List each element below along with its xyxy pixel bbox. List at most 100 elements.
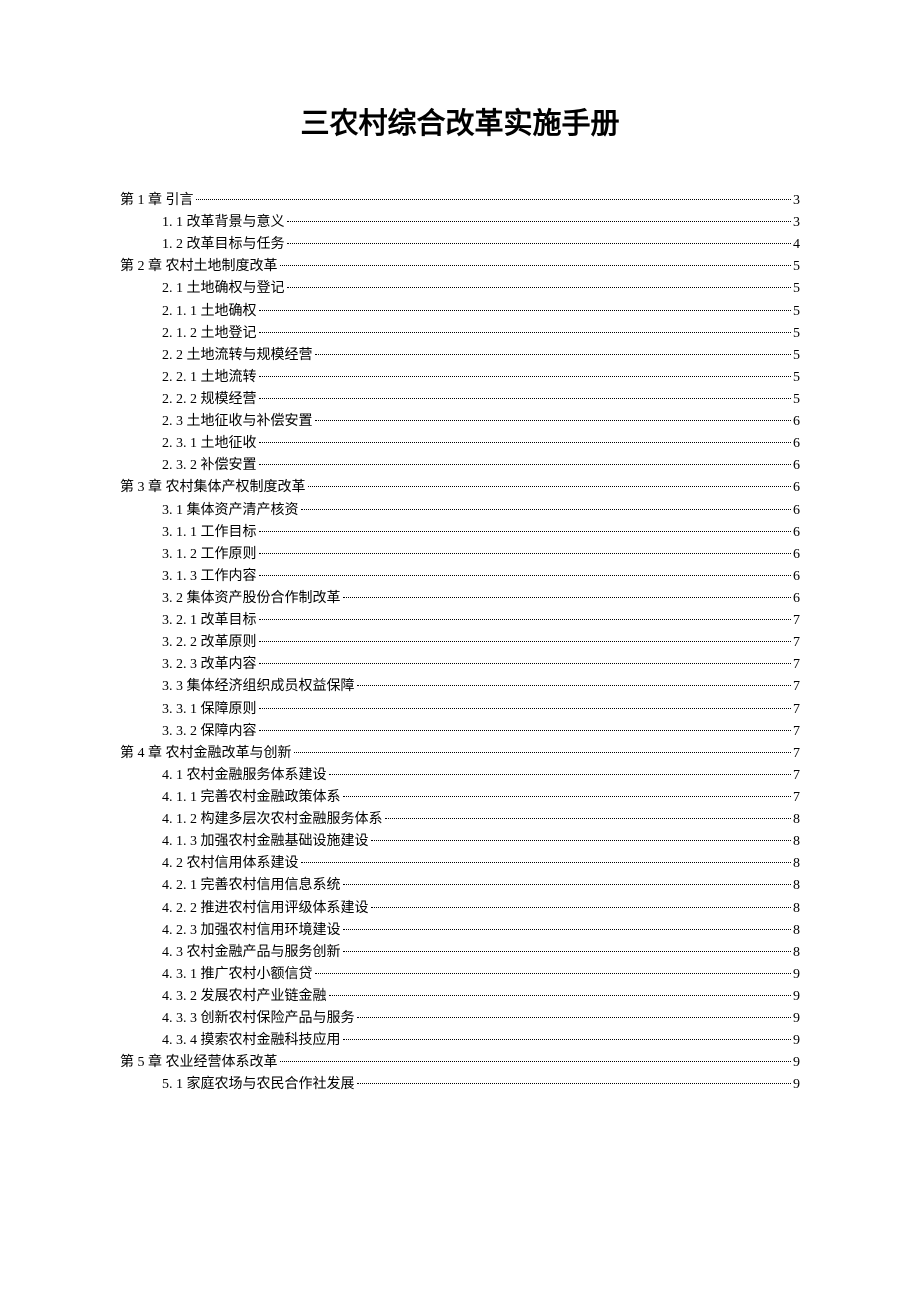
- toc-entry-page: 7: [793, 654, 800, 676]
- toc-entry-label: 3. 1 集体资产清产核资: [162, 500, 299, 522]
- toc-entry[interactable]: 2. 2. 2 规模经营5: [120, 389, 800, 411]
- toc-entry-page: 7: [793, 721, 800, 743]
- toc-entry[interactable]: 2. 2 土地流转与规模经营5: [120, 345, 800, 367]
- toc-entry[interactable]: 3. 1. 3 工作内容6: [120, 566, 800, 588]
- toc-leader: [329, 995, 792, 996]
- toc-leader: [308, 486, 792, 487]
- toc-entry-label: 3. 2 集体资产股份合作制改革: [162, 588, 341, 610]
- toc-entry-label: 4. 1. 2 构建多层次农村金融服务体系: [162, 809, 383, 831]
- toc-entry-label: 4. 3. 2 发展农村产业链金融: [162, 986, 327, 1008]
- toc-entry[interactable]: 4. 1. 2 构建多层次农村金融服务体系8: [120, 809, 800, 831]
- toc-entry[interactable]: 2. 3 土地征收与补偿安置6: [120, 411, 800, 433]
- toc-entry-label: 3. 1. 2 工作原则: [162, 544, 257, 566]
- toc-entry-page: 8: [793, 920, 800, 942]
- toc-entry[interactable]: 4. 1 农村金融服务体系建设7: [120, 765, 800, 787]
- toc-entry-page: 8: [793, 942, 800, 964]
- toc-leader: [259, 708, 792, 709]
- toc-entry[interactable]: 3. 1. 2 工作原则 6: [120, 544, 800, 566]
- toc-entry-page: 6: [793, 433, 800, 455]
- toc-entry-page: 6: [793, 455, 800, 477]
- toc-leader: [259, 531, 792, 532]
- toc-entry-label: 4. 2. 2 推进农村信用评级体系建设: [162, 898, 369, 920]
- toc-entry[interactable]: 第 5 章 农业经营体系改革9: [120, 1052, 800, 1074]
- toc-entry[interactable]: 第 2 章 农村土地制度改革5: [120, 256, 800, 278]
- toc-entry[interactable]: 3. 2. 3 改革内容7: [120, 654, 800, 676]
- toc-entry-label: 4. 3. 3 创新农村保险产品与服务: [162, 1008, 355, 1030]
- toc-entry-page: 9: [793, 986, 800, 1008]
- toc-entry[interactable]: 1. 2 改革目标与任务4: [120, 234, 800, 256]
- toc-entry[interactable]: 3. 3. 1 保障原则7: [120, 699, 800, 721]
- toc-leader: [259, 310, 792, 311]
- toc-entry[interactable]: 3. 3 集体经济组织成员权益保障7: [120, 676, 800, 698]
- table-of-contents: 第 1 章 引言 31. 1 改革背景与意义 31. 2 改革目标与任务4第 2 …: [120, 190, 800, 1096]
- toc-entry[interactable]: 4. 3 农村金融产品与服务创新 8: [120, 942, 800, 964]
- toc-entry-page: 7: [793, 765, 800, 787]
- toc-leader: [357, 1083, 792, 1084]
- toc-leader: [343, 597, 792, 598]
- toc-entry[interactable]: 2. 1. 2 土地登记5: [120, 323, 800, 345]
- toc-leader: [315, 973, 792, 974]
- toc-entry[interactable]: 3. 2 集体资产股份合作制改革 6: [120, 588, 800, 610]
- toc-entry-page: 3: [793, 212, 800, 234]
- toc-leader: [259, 575, 792, 576]
- toc-leader: [259, 398, 792, 399]
- toc-entry[interactable]: 2. 3. 2 补偿安置6: [120, 455, 800, 477]
- toc-entry-page: 8: [793, 831, 800, 853]
- toc-entry[interactable]: 第 1 章 引言 3: [120, 190, 800, 212]
- toc-entry[interactable]: 4. 2. 3 加强农村信用环境建设8: [120, 920, 800, 942]
- toc-entry[interactable]: 4. 2. 2 推进农村信用评级体系建设8: [120, 898, 800, 920]
- toc-entry-label: 2. 2. 1 土地流转: [162, 367, 257, 389]
- toc-entry[interactable]: 3. 2. 2 改革原则7: [120, 632, 800, 654]
- toc-leader: [315, 354, 792, 355]
- toc-entry[interactable]: 第 3 章 农村集体产权制度改革 6: [120, 477, 800, 499]
- toc-entry[interactable]: 4. 3. 1 推广农村小额信贷9: [120, 964, 800, 986]
- toc-leader: [259, 442, 792, 443]
- toc-entry[interactable]: 3. 3. 2 保障内容7: [120, 721, 800, 743]
- toc-leader: [343, 1039, 792, 1040]
- toc-entry[interactable]: 3. 1 集体资产清产核资6: [120, 500, 800, 522]
- toc-entry[interactable]: 4. 2 农村信用体系建设8: [120, 853, 800, 875]
- toc-entry[interactable]: 2. 2. 1 土地流转5: [120, 367, 800, 389]
- toc-entry[interactable]: 3. 1. 1 工作目标6: [120, 522, 800, 544]
- toc-entry-label: 1. 1 改革背景与意义: [162, 212, 285, 234]
- toc-entry-page: 7: [793, 610, 800, 632]
- toc-entry-page: 6: [793, 544, 800, 566]
- toc-entry[interactable]: 4. 1. 3 加强农村金融基础设施建设 8: [120, 831, 800, 853]
- toc-entry-page: 4: [793, 234, 800, 256]
- toc-entry[interactable]: 3. 2. 1 改革目标7: [120, 610, 800, 632]
- toc-leader: [343, 951, 792, 952]
- toc-entry-page: 7: [793, 787, 800, 809]
- toc-entry[interactable]: 4. 3. 2 发展农村产业链金融 9: [120, 986, 800, 1008]
- toc-entry[interactable]: 5. 1 家庭农场与农民合作社发展9: [120, 1074, 800, 1096]
- toc-entry[interactable]: 2. 1. 1 土地确权5: [120, 301, 800, 323]
- toc-entry-page: 9: [793, 1008, 800, 1030]
- toc-leader: [259, 619, 792, 620]
- toc-leader: [259, 464, 792, 465]
- toc-entry[interactable]: 4. 1. 1 完善农村金融政策体系 7: [120, 787, 800, 809]
- toc-entry-page: 6: [793, 588, 800, 610]
- toc-entry[interactable]: 2. 1 土地确权与登记5: [120, 278, 800, 300]
- toc-entry[interactable]: 4. 2. 1 完善农村信用信息系统8: [120, 875, 800, 897]
- toc-entry-label: 4. 1. 3 加强农村金融基础设施建设: [162, 831, 369, 853]
- toc-entry[interactable]: 1. 1 改革背景与意义 3: [120, 212, 800, 234]
- toc-entry-label: 第 4 章 农村金融改革与创新: [120, 743, 292, 765]
- toc-leader: [343, 929, 792, 930]
- toc-leader: [329, 774, 792, 775]
- toc-leader: [371, 840, 792, 841]
- toc-entry-page: 6: [793, 477, 800, 499]
- toc-leader: [371, 907, 792, 908]
- toc-entry[interactable]: 2. 3. 1 土地征收6: [120, 433, 800, 455]
- toc-leader: [259, 553, 792, 554]
- toc-entry-label: 第 3 章 农村集体产权制度改革: [120, 477, 306, 499]
- toc-entry[interactable]: 4. 3. 3 创新农村保险产品与服务 9: [120, 1008, 800, 1030]
- toc-entry-label: 4. 2. 1 完善农村信用信息系统: [162, 875, 341, 897]
- toc-entry-page: 6: [793, 566, 800, 588]
- toc-leader: [294, 752, 792, 753]
- toc-entry[interactable]: 4. 3. 4 摸索农村金融科技应用9: [120, 1030, 800, 1052]
- toc-entry-label: 4. 3 农村金融产品与服务创新: [162, 942, 341, 964]
- toc-leader: [385, 818, 792, 819]
- toc-entry[interactable]: 第 4 章 农村金融改革与创新7: [120, 743, 800, 765]
- toc-entry-label: 4. 1. 1 完善农村金融政策体系: [162, 787, 341, 809]
- toc-entry-page: 5: [793, 301, 800, 323]
- toc-leader: [259, 663, 792, 664]
